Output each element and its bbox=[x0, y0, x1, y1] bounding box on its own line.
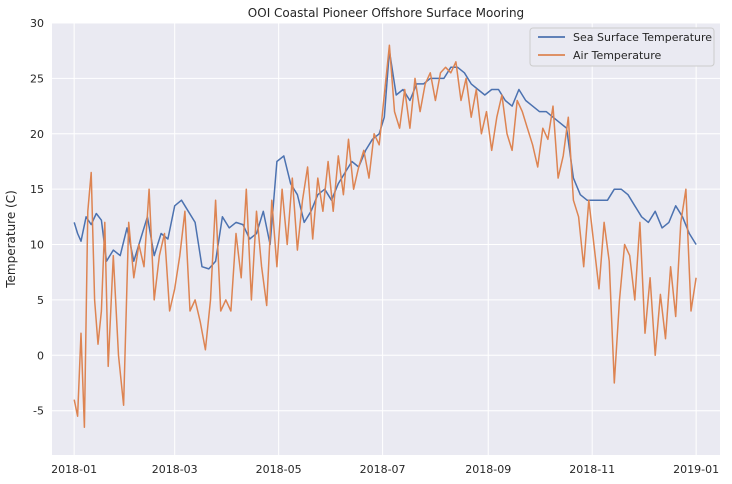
legend: Sea Surface Temperature Air Temperature bbox=[529, 27, 715, 67]
air-temperature-line bbox=[73, 44, 697, 429]
y-tick-label: -5 bbox=[33, 405, 44, 418]
series-layer bbox=[73, 44, 697, 429]
y-tick-label: 0 bbox=[37, 349, 44, 362]
legend-box bbox=[529, 27, 715, 67]
y-tick-label: 30 bbox=[30, 17, 44, 30]
y-tick-label: 10 bbox=[30, 239, 44, 252]
x-tick-label: 2018-03 bbox=[152, 463, 198, 476]
legend-label-sst: Sea Surface Temperature bbox=[573, 31, 712, 44]
y-axis-label: Temperature (C) bbox=[4, 190, 18, 289]
x-tick-label: 2019-01 bbox=[673, 463, 719, 476]
y-tick-label: 15 bbox=[30, 183, 44, 196]
x-tick-label: 2018-01 bbox=[51, 463, 97, 476]
x-tick-label: 2018-11 bbox=[569, 463, 615, 476]
y-tick-label: 25 bbox=[30, 72, 44, 85]
y-tick-label: 20 bbox=[30, 128, 44, 141]
x-tick-label: 2018-07 bbox=[360, 463, 406, 476]
chart-title: OOI Coastal Pioneer Offshore Surface Moo… bbox=[248, 6, 524, 20]
legend-label-air: Air Temperature bbox=[573, 49, 662, 62]
x-tick-label: 2018-05 bbox=[256, 463, 302, 476]
y-tick-label: 5 bbox=[37, 294, 44, 307]
x-tick-label: 2018-09 bbox=[465, 463, 511, 476]
tick-labels: -5 0 5 10 15 20 25 30 2018-01 2018-03 2018-05 2018-… bbox=[30, 17, 719, 476]
